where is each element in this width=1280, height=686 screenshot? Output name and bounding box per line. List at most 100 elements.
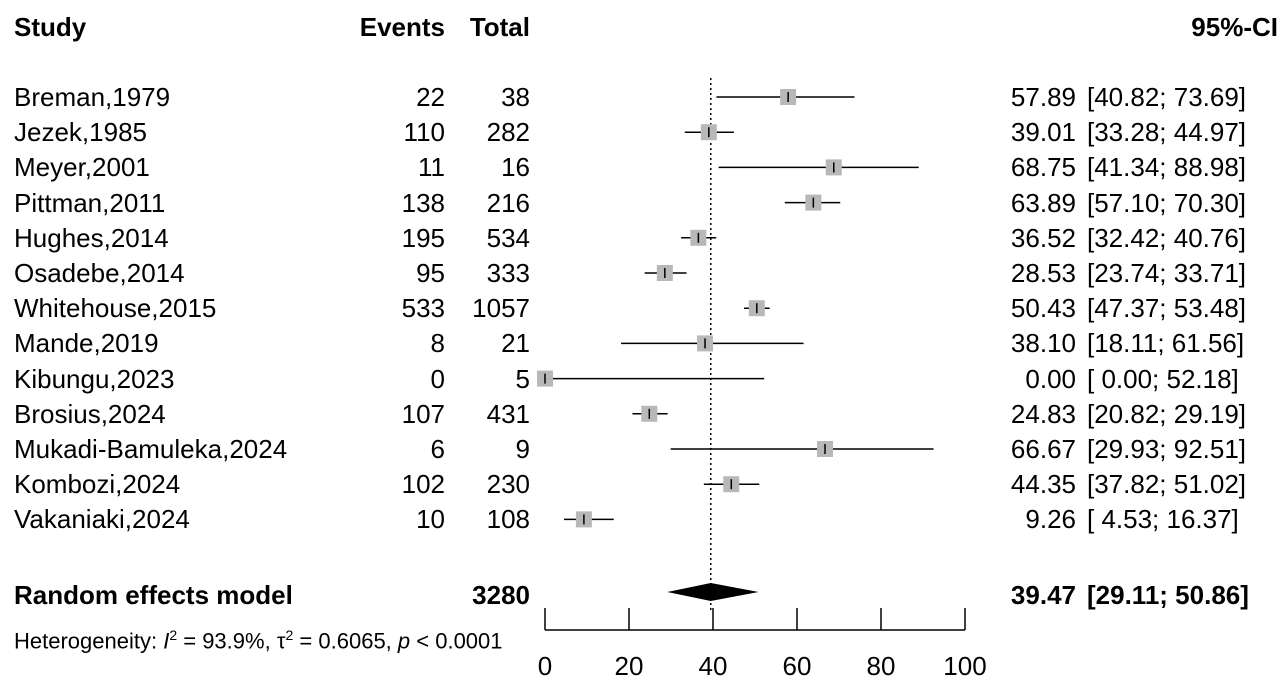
study-ci: [20.82; 29.19]: [1087, 399, 1247, 429]
x-axis-tick-label: 80: [867, 651, 896, 681]
study-events: 533: [401, 293, 445, 323]
study-row: Vakaniaki,2024 10 108 9.26 [ 4.53; 16.37]: [0, 504, 1280, 534]
study-ci: [23.74; 33.71]: [1087, 258, 1247, 288]
study-row: Meyer,2001 11 16 68.75 [41.34; 88.98]: [0, 152, 1280, 182]
study-row: Mukadi-Bamuleka,2024 6 9 66.67 [29.93; 92.51…: [0, 434, 1280, 464]
study-estimate: 24.83: [1010, 399, 1076, 429]
study-ci: [29.93; 92.51]: [1087, 434, 1247, 464]
summary-label: Random effects model: [14, 580, 293, 610]
study-name: Brosius,2024: [14, 399, 166, 429]
summary-ci: [29.11; 50.86]: [1087, 580, 1249, 610]
study-total: 38: [501, 82, 530, 112]
study-ci: [37.82; 51.02]: [1087, 469, 1247, 499]
study-estimate: 28.53: [1010, 258, 1076, 288]
study-row: Kibungu,2023 0 5 0.00 [ 0.00; 52.18]: [0, 364, 1280, 394]
study-events: 11: [418, 152, 445, 182]
x-axis-tick-label: 100: [943, 651, 986, 681]
study-name: Meyer,2001: [14, 152, 150, 182]
study-events: 0: [430, 364, 445, 394]
study-estimate: 63.89: [1010, 188, 1076, 218]
study-ci: [41.34; 88.98]: [1087, 152, 1247, 182]
study-name: Kombozi,2024: [14, 469, 181, 499]
study-total: 21: [501, 328, 530, 358]
study-total: 431: [486, 399, 530, 429]
study-ci: [57.10; 70.30]: [1087, 188, 1247, 218]
tau-symbol: τ: [276, 628, 286, 654]
study-estimate: 38.10: [1010, 328, 1076, 358]
x-axis-tick-label: 20: [615, 651, 644, 681]
study-estimate: 0.00: [1025, 364, 1076, 394]
heterogeneity-prefix: Heterogeneity:: [14, 628, 164, 654]
x-axis-tick-label: 40: [699, 651, 728, 681]
header-total: Total: [469, 12, 530, 42]
study-ci: [47.37; 53.48]: [1087, 293, 1247, 323]
study-name: Mukadi-Bamuleka,2024: [14, 434, 288, 464]
study-name: Hughes,2014: [14, 223, 169, 253]
study-events: 6: [430, 434, 445, 464]
study-name: Pittman,2011: [14, 188, 166, 218]
study-ci: [ 4.53; 16.37]: [1087, 504, 1239, 534]
study-events: 138: [401, 188, 445, 218]
summary-total: 3280: [472, 580, 530, 610]
study-row: Mande,2019 8 21 38.10 [18.11; 61.56]: [0, 328, 1280, 358]
heterogeneity-text: Heterogeneity: I2 = 93.9%, τ2 = 0.6065, …: [14, 620, 503, 656]
study-ci: [33.28; 44.97]: [1087, 117, 1247, 147]
study-estimate: 68.75: [1010, 152, 1076, 182]
study-row: Hughes,2014 195 534 36.52 [32.42; 40.76]: [0, 223, 1280, 253]
header-events: Events: [359, 12, 445, 42]
study-total: 108: [486, 504, 530, 534]
study-total: 5: [515, 364, 530, 394]
study-ci: [32.42; 40.76]: [1087, 223, 1247, 253]
study-total: 230: [486, 469, 530, 499]
study-row: Osadebe,2014 95 333 28.53 [23.74; 33.71]: [0, 258, 1280, 288]
i2-symbol: I: [163, 628, 170, 654]
i2-superscript: 2: [169, 627, 178, 643]
study-events: 102: [401, 469, 445, 499]
study-name: Kibungu,2023: [14, 364, 175, 394]
study-total: 9: [515, 434, 530, 464]
study-name: Breman,1979: [14, 82, 171, 112]
study-events: 95: [416, 258, 445, 288]
study-estimate: 50.43: [1010, 293, 1076, 323]
study-events: 110: [403, 117, 445, 147]
study-row: Whitehouse,2015 533 1057 50.43 [47.37; 53.48…: [0, 293, 1280, 323]
study-total: 534: [486, 223, 530, 253]
study-estimate: 9.26: [1025, 504, 1076, 534]
study-events: 107: [401, 399, 445, 429]
study-estimate: 66.67: [1010, 434, 1076, 464]
study-events: 8: [430, 328, 445, 358]
study-row: Brosius,2024 107 431 24.83 [20.82; 29.19]: [0, 399, 1280, 429]
study-ci: [40.82; 73.69]: [1087, 82, 1247, 112]
x-axis-tick-label: 60: [783, 651, 812, 681]
study-total: 16: [501, 152, 530, 182]
study-name: Vakaniaki,2024: [14, 504, 190, 534]
p-symbol: p: [397, 628, 411, 654]
study-total: 333: [486, 258, 530, 288]
i2-value: = 93.9%,: [177, 628, 277, 654]
study-name: Whitehouse,2015: [14, 293, 217, 323]
summary-diamond: [667, 583, 759, 601]
p-value: < 0.0001: [410, 628, 503, 654]
x-axis-tick-label: 0: [538, 651, 552, 681]
study-row: Pittman,2011 138 216 63.89 [57.10; 70.30]: [0, 188, 1280, 218]
study-total: 1057: [472, 293, 530, 323]
study-ci: [ 0.00; 52.18]: [1087, 364, 1239, 394]
study-events: 10: [416, 504, 445, 534]
study-ci: [18.11; 61.56]: [1087, 328, 1245, 358]
header-ci: 95%-CI: [1191, 12, 1278, 42]
summary-estimate: 39.47: [1010, 580, 1076, 610]
study-row: Breman,1979 22 38 57.89 [40.82; 73.69]: [0, 82, 1280, 112]
study-name: Jezek,1985: [14, 117, 147, 147]
study-total: 216: [486, 188, 530, 218]
study-events: 22: [416, 82, 445, 112]
tau-superscript: 2: [285, 627, 294, 643]
study-estimate: 57.89: [1010, 82, 1076, 112]
study-estimate: 39.01: [1010, 117, 1076, 147]
study-estimate: 36.52: [1010, 223, 1076, 253]
study-total: 282: [486, 117, 530, 147]
study-row: Kombozi,2024 102 230 44.35 [37.82; 51.02]: [0, 469, 1280, 499]
header-study: Study: [14, 12, 87, 42]
study-name: Osadebe,2014: [14, 258, 185, 288]
study-name: Mande,2019: [14, 328, 159, 358]
